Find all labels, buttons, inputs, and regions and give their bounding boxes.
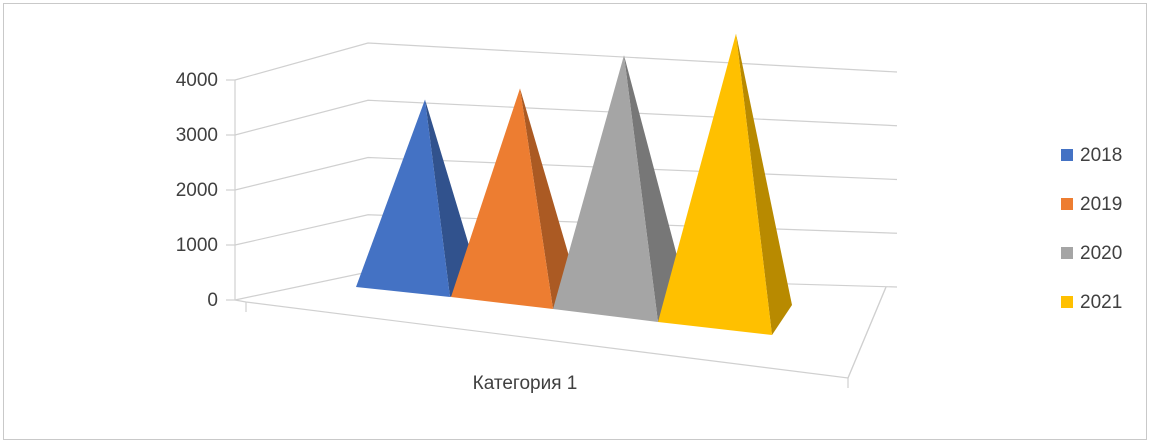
pyramid-front-face	[451, 88, 553, 310]
legend-swatch	[1061, 296, 1073, 308]
legend-label: 2020	[1080, 243, 1122, 264]
pyramid-side-face	[624, 55, 690, 323]
pyramid-side-face	[425, 99, 480, 298]
pyramid-2021	[658, 33, 792, 335]
gridline	[234, 156, 898, 191]
pyramid-2019	[451, 88, 580, 310]
pyramid-front-face	[356, 99, 450, 298]
legend-swatch	[1061, 247, 1073, 259]
legend-label: 2019	[1080, 194, 1122, 215]
y-tick-label: 1000	[176, 235, 218, 256]
pyramid-2020	[553, 55, 690, 323]
y-axis-ticks: 0 1000 2000 3000 4000	[176, 70, 235, 311]
legend-label: 2021	[1080, 292, 1122, 313]
y-tick-label: 4000	[176, 70, 218, 91]
legend-swatch	[1061, 149, 1073, 161]
pyramid-front-face	[553, 55, 658, 323]
y-tick-label: 2000	[176, 180, 218, 201]
category-label: Категория 1	[473, 373, 578, 394]
gridline	[234, 214, 898, 246]
y-tick-label: 3000	[176, 125, 218, 146]
pyramid-front-face	[658, 33, 772, 335]
legend-label: 2018	[1080, 145, 1122, 166]
chart-walls	[234, 42, 898, 388]
pyramid-side-face	[520, 88, 580, 310]
legend: 2018 2019 2020 2021	[1061, 145, 1122, 313]
pyramid-2018	[356, 99, 480, 298]
gridline	[234, 99, 898, 136]
pyramid-side-face	[736, 33, 792, 335]
floor-edge	[847, 286, 887, 379]
y-tick-label: 0	[207, 290, 218, 311]
legend-swatch	[1061, 198, 1073, 210]
gridline	[234, 42, 898, 81]
data-marks	[356, 33, 792, 335]
